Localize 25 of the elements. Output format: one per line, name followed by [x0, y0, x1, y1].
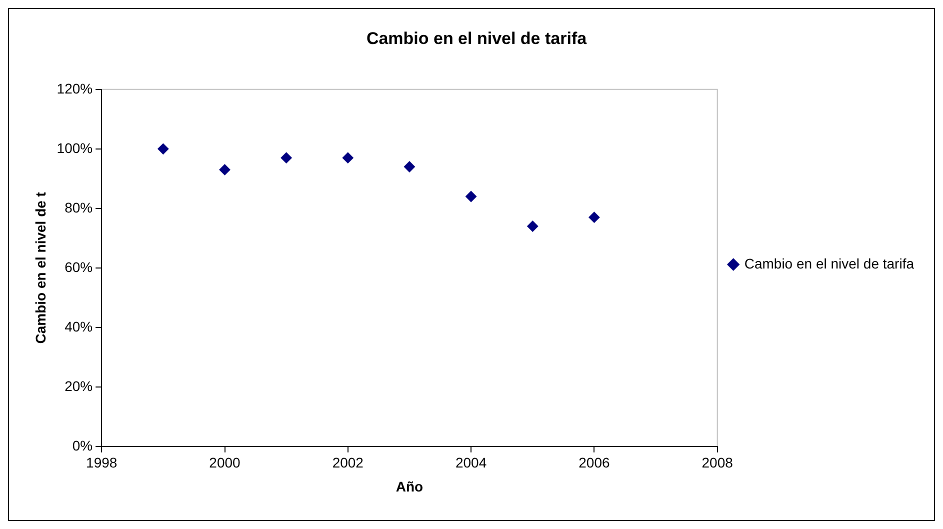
x-tick-label: 2002	[332, 454, 364, 471]
x-tick-label: 1998	[86, 454, 118, 471]
x-tick-label: 2004	[455, 454, 487, 471]
y-tick-label: 100%	[56, 140, 93, 156]
x-axis-title: Año	[396, 478, 424, 494]
x-tick-label: 2000	[209, 454, 241, 471]
chart-title: Cambio en el nivel de tarifa	[366, 28, 588, 48]
y-tick-label: 20%	[64, 378, 93, 394]
y-axis-title: Cambio en el nivel de t	[32, 192, 48, 344]
point	[404, 161, 415, 172]
x-tick-label: 2008	[702, 454, 734, 471]
x-tick-label: 2006	[578, 454, 610, 471]
point	[280, 152, 292, 164]
point	[466, 191, 477, 202]
point	[588, 212, 600, 223]
point	[527, 220, 538, 232]
y-tick-label: 120%	[56, 80, 93, 96]
y-tick-label: 0%	[72, 437, 93, 454]
y-tick-label: 60%	[64, 258, 93, 275]
y-tick-label: 40%	[64, 318, 93, 334]
point	[219, 164, 230, 176]
point	[158, 143, 169, 154]
y-tick-label: 80%	[64, 199, 93, 216]
legend-label: Cambio en el nivel de tarifa	[744, 255, 914, 272]
point	[342, 152, 354, 164]
